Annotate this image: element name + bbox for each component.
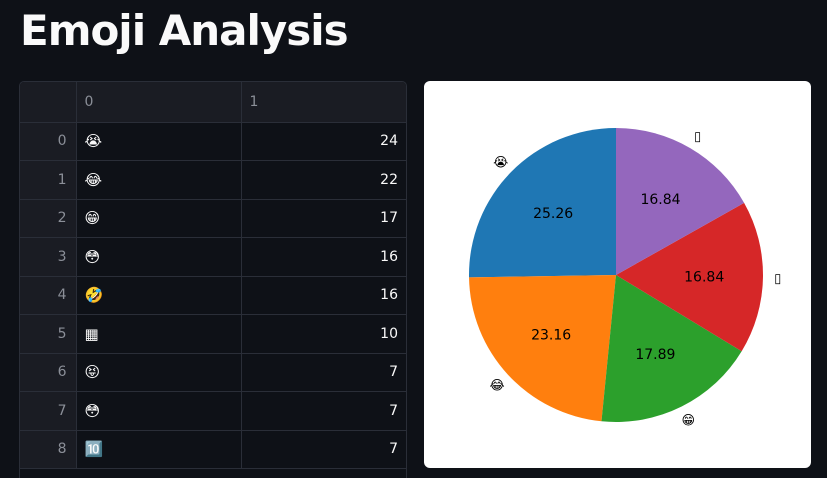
- row-index: 6: [20, 353, 77, 392]
- emoji-cell[interactable]: 😭: [76, 122, 242, 161]
- pie-slice: [601, 275, 742, 422]
- count-cell[interactable]: 16: [241, 276, 406, 315]
- table-row: 8 🔟 7: [20, 430, 406, 469]
- column-header-1[interactable]: 1: [241, 82, 406, 123]
- row-index: 8: [20, 430, 77, 469]
- slice-emoji-label: 😂: [489, 379, 504, 394]
- pie-chart: 25.26 😭 23.16 😂 17.89 😁 16.84 ▯ 16.84 ▯: [469, 128, 781, 429]
- row-index: 1: [20, 160, 77, 200]
- emoji-cell[interactable]: 😝: [76, 353, 242, 392]
- table-row: 4 🤣 16: [20, 276, 406, 315]
- table-row: 3 😳 16: [20, 237, 406, 277]
- row-index: 5: [20, 314, 77, 354]
- count-cell[interactable]: 22: [241, 160, 406, 200]
- emoji-cell[interactable]: 🔟: [76, 430, 242, 469]
- pie-slice: [469, 128, 616, 278]
- page-title: Emoji Analysis: [20, 6, 349, 55]
- table-row: 1 😂 22: [20, 160, 406, 200]
- table-header-row: 0 1: [20, 82, 406, 123]
- slice-percent-label: 16.84: [640, 192, 680, 208]
- emoji-cell[interactable]: 😳: [76, 391, 242, 431]
- emoji-table[interactable]: 0 1 0 😭 24 1 😂 22 2 😁 17: [19, 81, 407, 478]
- count-cell[interactable]: 24: [241, 122, 406, 161]
- slice-percent-label: 23.16: [531, 328, 571, 344]
- emoji-cell[interactable]: 😂: [76, 160, 242, 200]
- slice-percent-label: 17.89: [635, 347, 675, 363]
- emoji-cell[interactable]: 😳: [76, 237, 242, 277]
- table-row: 5 ▦ 10: [20, 314, 406, 354]
- count-cell[interactable]: 7: [241, 353, 406, 392]
- emoji-cell[interactable]: 😁: [76, 199, 242, 238]
- count-cell[interactable]: 10: [241, 314, 406, 354]
- pie-slice: [616, 128, 745, 275]
- row-index: 2: [20, 199, 77, 238]
- count-cell[interactable]: 7: [241, 430, 406, 469]
- slice-emoji-label: 😭: [493, 156, 508, 171]
- slice-emoji-label: ▯: [694, 129, 701, 144]
- pie-slice: [469, 275, 616, 422]
- emoji-cell[interactable]: 🤣: [76, 276, 242, 315]
- table-row: 0 😭 24: [20, 122, 406, 161]
- row-index: 7: [20, 391, 77, 431]
- count-cell[interactable]: 7: [241, 391, 406, 431]
- slice-percent-label: 25.26: [533, 206, 573, 222]
- row-index: 4: [20, 276, 77, 315]
- pie-chart-card: 25.26 😭 23.16 😂 17.89 😁 16.84 ▯ 16.84 ▯: [424, 81, 811, 468]
- pie-slice: [616, 202, 763, 352]
- row-index: 3: [20, 237, 77, 277]
- slice-percent-label: 16.84: [684, 269, 724, 285]
- table-row: 7 😳 7: [20, 391, 406, 431]
- row-index: 0: [20, 122, 77, 161]
- table-row: 6 😝 7: [20, 353, 406, 392]
- slice-emoji-label: 😁: [681, 414, 695, 429]
- count-cell[interactable]: 17: [241, 199, 406, 238]
- slice-emoji-label: ▯: [774, 272, 781, 287]
- index-column-header[interactable]: [20, 82, 77, 123]
- count-cell[interactable]: 16: [241, 237, 406, 277]
- table-row: 2 😁 17: [20, 199, 406, 238]
- emoji-cell[interactable]: ▦: [76, 314, 242, 354]
- column-header-0[interactable]: 0: [76, 82, 242, 123]
